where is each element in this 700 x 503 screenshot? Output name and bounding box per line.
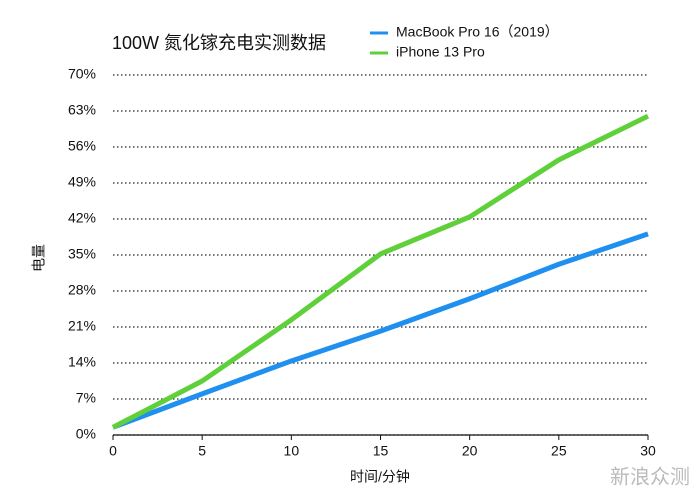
y-tick-label: 70%: [68, 66, 96, 82]
y-tick-label: 7%: [76, 390, 96, 406]
series-line: [111, 113, 650, 430]
legend-label: iPhone 13 Pro: [396, 44, 485, 60]
y-tick-label: 56%: [68, 138, 96, 154]
x-tick-label: 25: [551, 443, 567, 459]
x-axis-label: 时间/分钟: [350, 469, 410, 485]
y-tick-label: 0%: [76, 426, 96, 442]
x-tick-label: 15: [373, 443, 389, 459]
chart-title: 100W 氮化镓充电实测数据: [112, 33, 326, 53]
y-tick-label: 14%: [68, 354, 96, 370]
watermark: 新浪众测: [610, 465, 690, 488]
legend-label: MacBook Pro 16（2019）: [396, 24, 559, 40]
x-tick-label: 5: [198, 443, 206, 459]
y-tick-label: 21%: [68, 318, 96, 334]
x-tick-label: 10: [284, 443, 300, 459]
x-tick-label: 20: [462, 443, 478, 459]
y-axis-label: 电量: [31, 244, 47, 272]
y-tick-label: 35%: [68, 246, 96, 262]
y-tick-label: 63%: [68, 102, 96, 118]
series-line: [112, 231, 649, 430]
y-tick-label: 28%: [68, 282, 96, 298]
y-tick-label: 49%: [68, 174, 96, 190]
y-tick-label: 42%: [68, 210, 96, 226]
x-tick-label: 30: [640, 443, 656, 459]
x-tick-label: 0: [109, 443, 117, 459]
